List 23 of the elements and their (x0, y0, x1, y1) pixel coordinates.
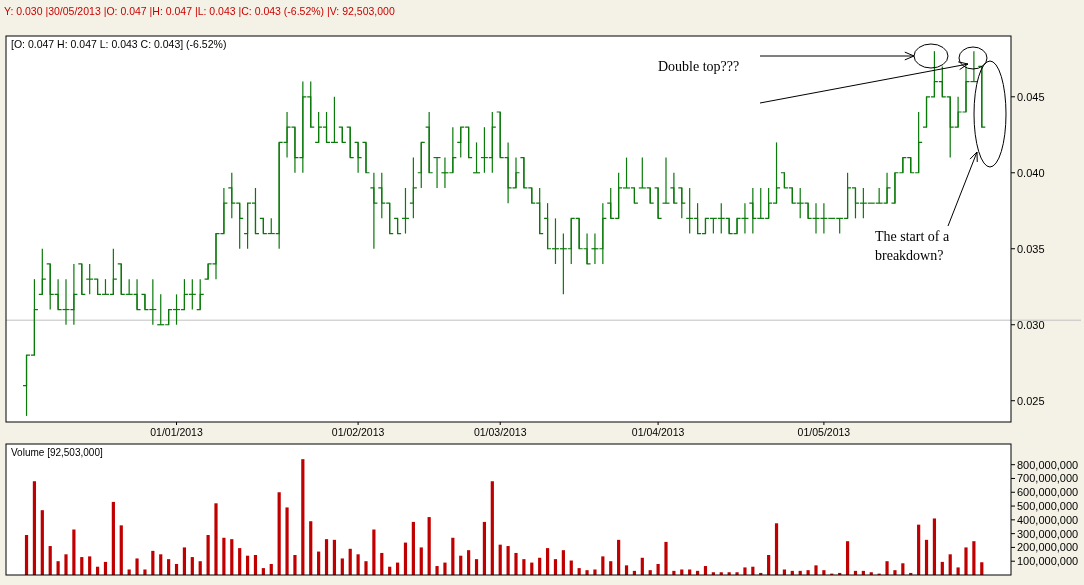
annotation: The start of a breakdown? (875, 229, 951, 263)
y-tick-label: 0.045 (1017, 90, 1045, 103)
y-tick-label: 800,000,000 (1017, 458, 1079, 471)
text: Y: 0.030 |30/05/2013 |O: 0.047 |H: 0.047 |L: 0.043 |C: 0.043 (-6.52%) |V: 92,503,000 (4, 5, 395, 17)
x-tick-label: 01/03/2013 (473, 426, 527, 438)
chart-title: Volume [92,503,000] (11, 447, 103, 458)
annotation: [O: 0.047 H: 0.047 L: 0.043 C: 0.043] (-6.52%) (11, 38, 227, 50)
y-tick-label: 0.030 (1017, 318, 1045, 331)
x-tick-label: 01/01/2013 (150, 426, 203, 438)
y-tick-label: 200,000,000 (1017, 541, 1079, 554)
x-tick-label: 01/04/2013 (631, 426, 685, 438)
y-tick-label: 400,000,000 (1017, 513, 1079, 526)
annotation: Double top??? (658, 59, 740, 74)
y-tick-label: 600,000,000 (1017, 486, 1079, 499)
x-tick-label: 01/05/2013 (797, 426, 851, 438)
y-tick-label: 0.025 (1017, 394, 1045, 407)
y-tick-label: 0.040 (1017, 166, 1045, 179)
x-tick-label: 01/02/2013 (331, 426, 385, 438)
y-tick-label: 100,000,000 (1017, 555, 1079, 568)
y-tick-label: 700,000,000 (1017, 472, 1079, 485)
y-tick-label: 0.035 (1017, 242, 1045, 255)
y-tick-label: 300,000,000 (1017, 527, 1079, 540)
y-tick-label: 500,000,000 (1017, 500, 1079, 513)
